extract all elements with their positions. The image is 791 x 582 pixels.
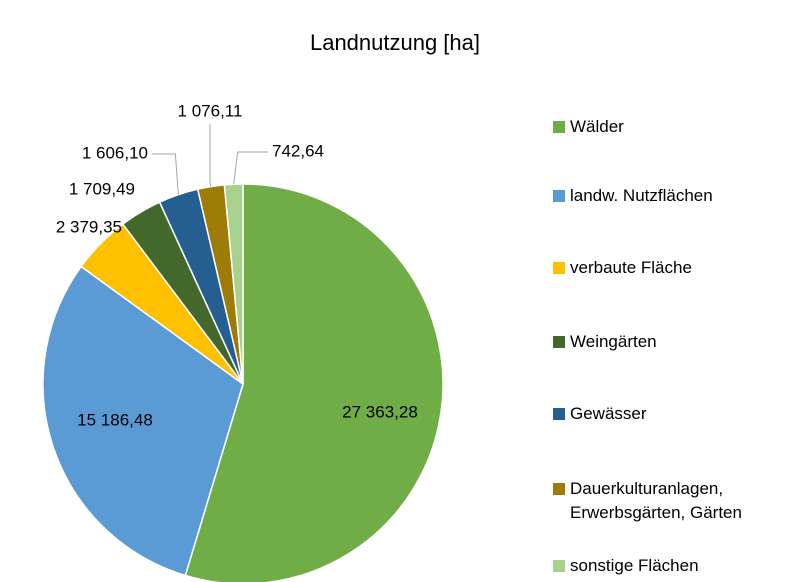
leader-line — [233, 151, 268, 185]
legend-item: landw. Nutzflächen — [553, 184, 789, 208]
pie-slice — [42, 265, 244, 577]
legend-swatch — [553, 262, 565, 274]
legend-swatch — [553, 483, 565, 495]
data-label: 27 363,28 — [342, 402, 418, 421]
legend-item: Gewässer — [553, 402, 789, 426]
data-label: 1 606,10 — [82, 143, 148, 162]
data-label: 742,64 — [272, 141, 324, 160]
legend-swatch — [553, 190, 565, 202]
legend-swatch — [553, 408, 565, 420]
data-label: 1 709,49 — [69, 179, 135, 198]
legend-swatch — [553, 336, 565, 348]
leader-line — [209, 124, 212, 187]
pie-slice — [184, 183, 444, 582]
legend-item: Wälder — [553, 115, 789, 139]
data-label: 1 076,11 — [178, 101, 243, 120]
legend-label: sonstige Flächen — [570, 556, 699, 575]
legend-label: verbaute Fläche — [570, 258, 692, 277]
legend-swatch — [553, 121, 565, 133]
legend-item: Dauerkulturanlagen, Erwerbsgärten, Gärte… — [553, 477, 789, 525]
legend-label: Dauerkulturanlagen, Erwerbsgärten, Gärte… — [570, 479, 742, 522]
leader-line — [152, 153, 179, 195]
data-label: 15 186,48 — [77, 410, 153, 429]
legend-label: Wälder — [570, 117, 624, 136]
legend-item: verbaute Fläche — [553, 256, 789, 280]
legend-item: Weingärten — [553, 330, 789, 354]
legend-item: sonstige Flächen — [553, 554, 789, 578]
data-label: 2 379,35 — [56, 217, 122, 236]
chart-title: Landnutzung [ha] — [310, 30, 480, 55]
legend-label: Weingärten — [570, 332, 657, 351]
legend-label: Gewässer — [570, 404, 647, 423]
legend-swatch — [553, 560, 565, 572]
legend-label: landw. Nutzflächen — [570, 186, 713, 205]
